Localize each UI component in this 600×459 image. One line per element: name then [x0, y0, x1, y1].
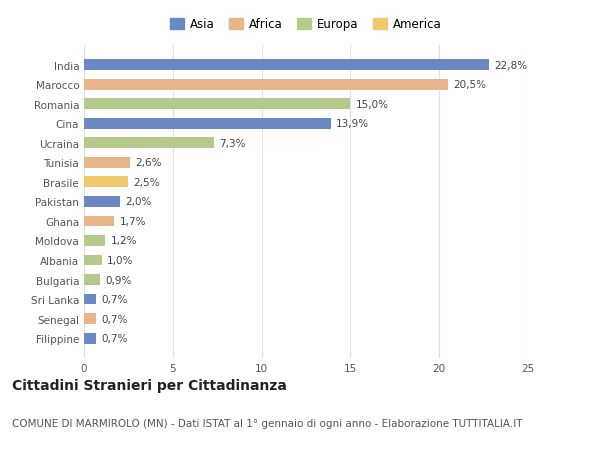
Bar	[84, 177, 128, 188]
Bar	[84, 79, 448, 90]
Bar	[84, 99, 350, 110]
Bar	[84, 118, 331, 129]
Text: 1,2%: 1,2%	[110, 236, 137, 246]
Bar	[84, 196, 119, 207]
Legend: Asia, Africa, Europa, America: Asia, Africa, Europa, America	[168, 16, 444, 34]
Text: 0,7%: 0,7%	[102, 314, 128, 324]
Text: 7,3%: 7,3%	[219, 139, 245, 148]
Bar	[84, 274, 100, 285]
Bar	[84, 235, 106, 246]
Text: 22,8%: 22,8%	[494, 61, 527, 70]
Text: 2,0%: 2,0%	[125, 197, 151, 207]
Bar	[84, 138, 214, 149]
Text: 2,5%: 2,5%	[134, 178, 160, 187]
Bar	[84, 255, 102, 266]
Bar	[84, 157, 130, 168]
Text: 1,0%: 1,0%	[107, 256, 133, 265]
Bar	[84, 60, 489, 71]
Bar	[84, 313, 97, 325]
Text: Cittadini Stranieri per Cittadinanza: Cittadini Stranieri per Cittadinanza	[12, 379, 287, 392]
Text: 13,9%: 13,9%	[336, 119, 370, 129]
Text: 20,5%: 20,5%	[454, 80, 487, 90]
Text: 1,7%: 1,7%	[119, 217, 146, 226]
Text: COMUNE DI MARMIROLO (MN) - Dati ISTAT al 1° gennaio di ogni anno - Elaborazione : COMUNE DI MARMIROLO (MN) - Dati ISTAT al…	[12, 418, 523, 428]
Text: 2,6%: 2,6%	[136, 158, 162, 168]
Bar	[84, 216, 114, 227]
Bar	[84, 294, 97, 305]
Text: 15,0%: 15,0%	[356, 100, 389, 109]
Text: 0,9%: 0,9%	[106, 275, 131, 285]
Bar	[84, 333, 97, 344]
Text: 0,7%: 0,7%	[102, 334, 128, 343]
Text: 0,7%: 0,7%	[102, 295, 128, 304]
